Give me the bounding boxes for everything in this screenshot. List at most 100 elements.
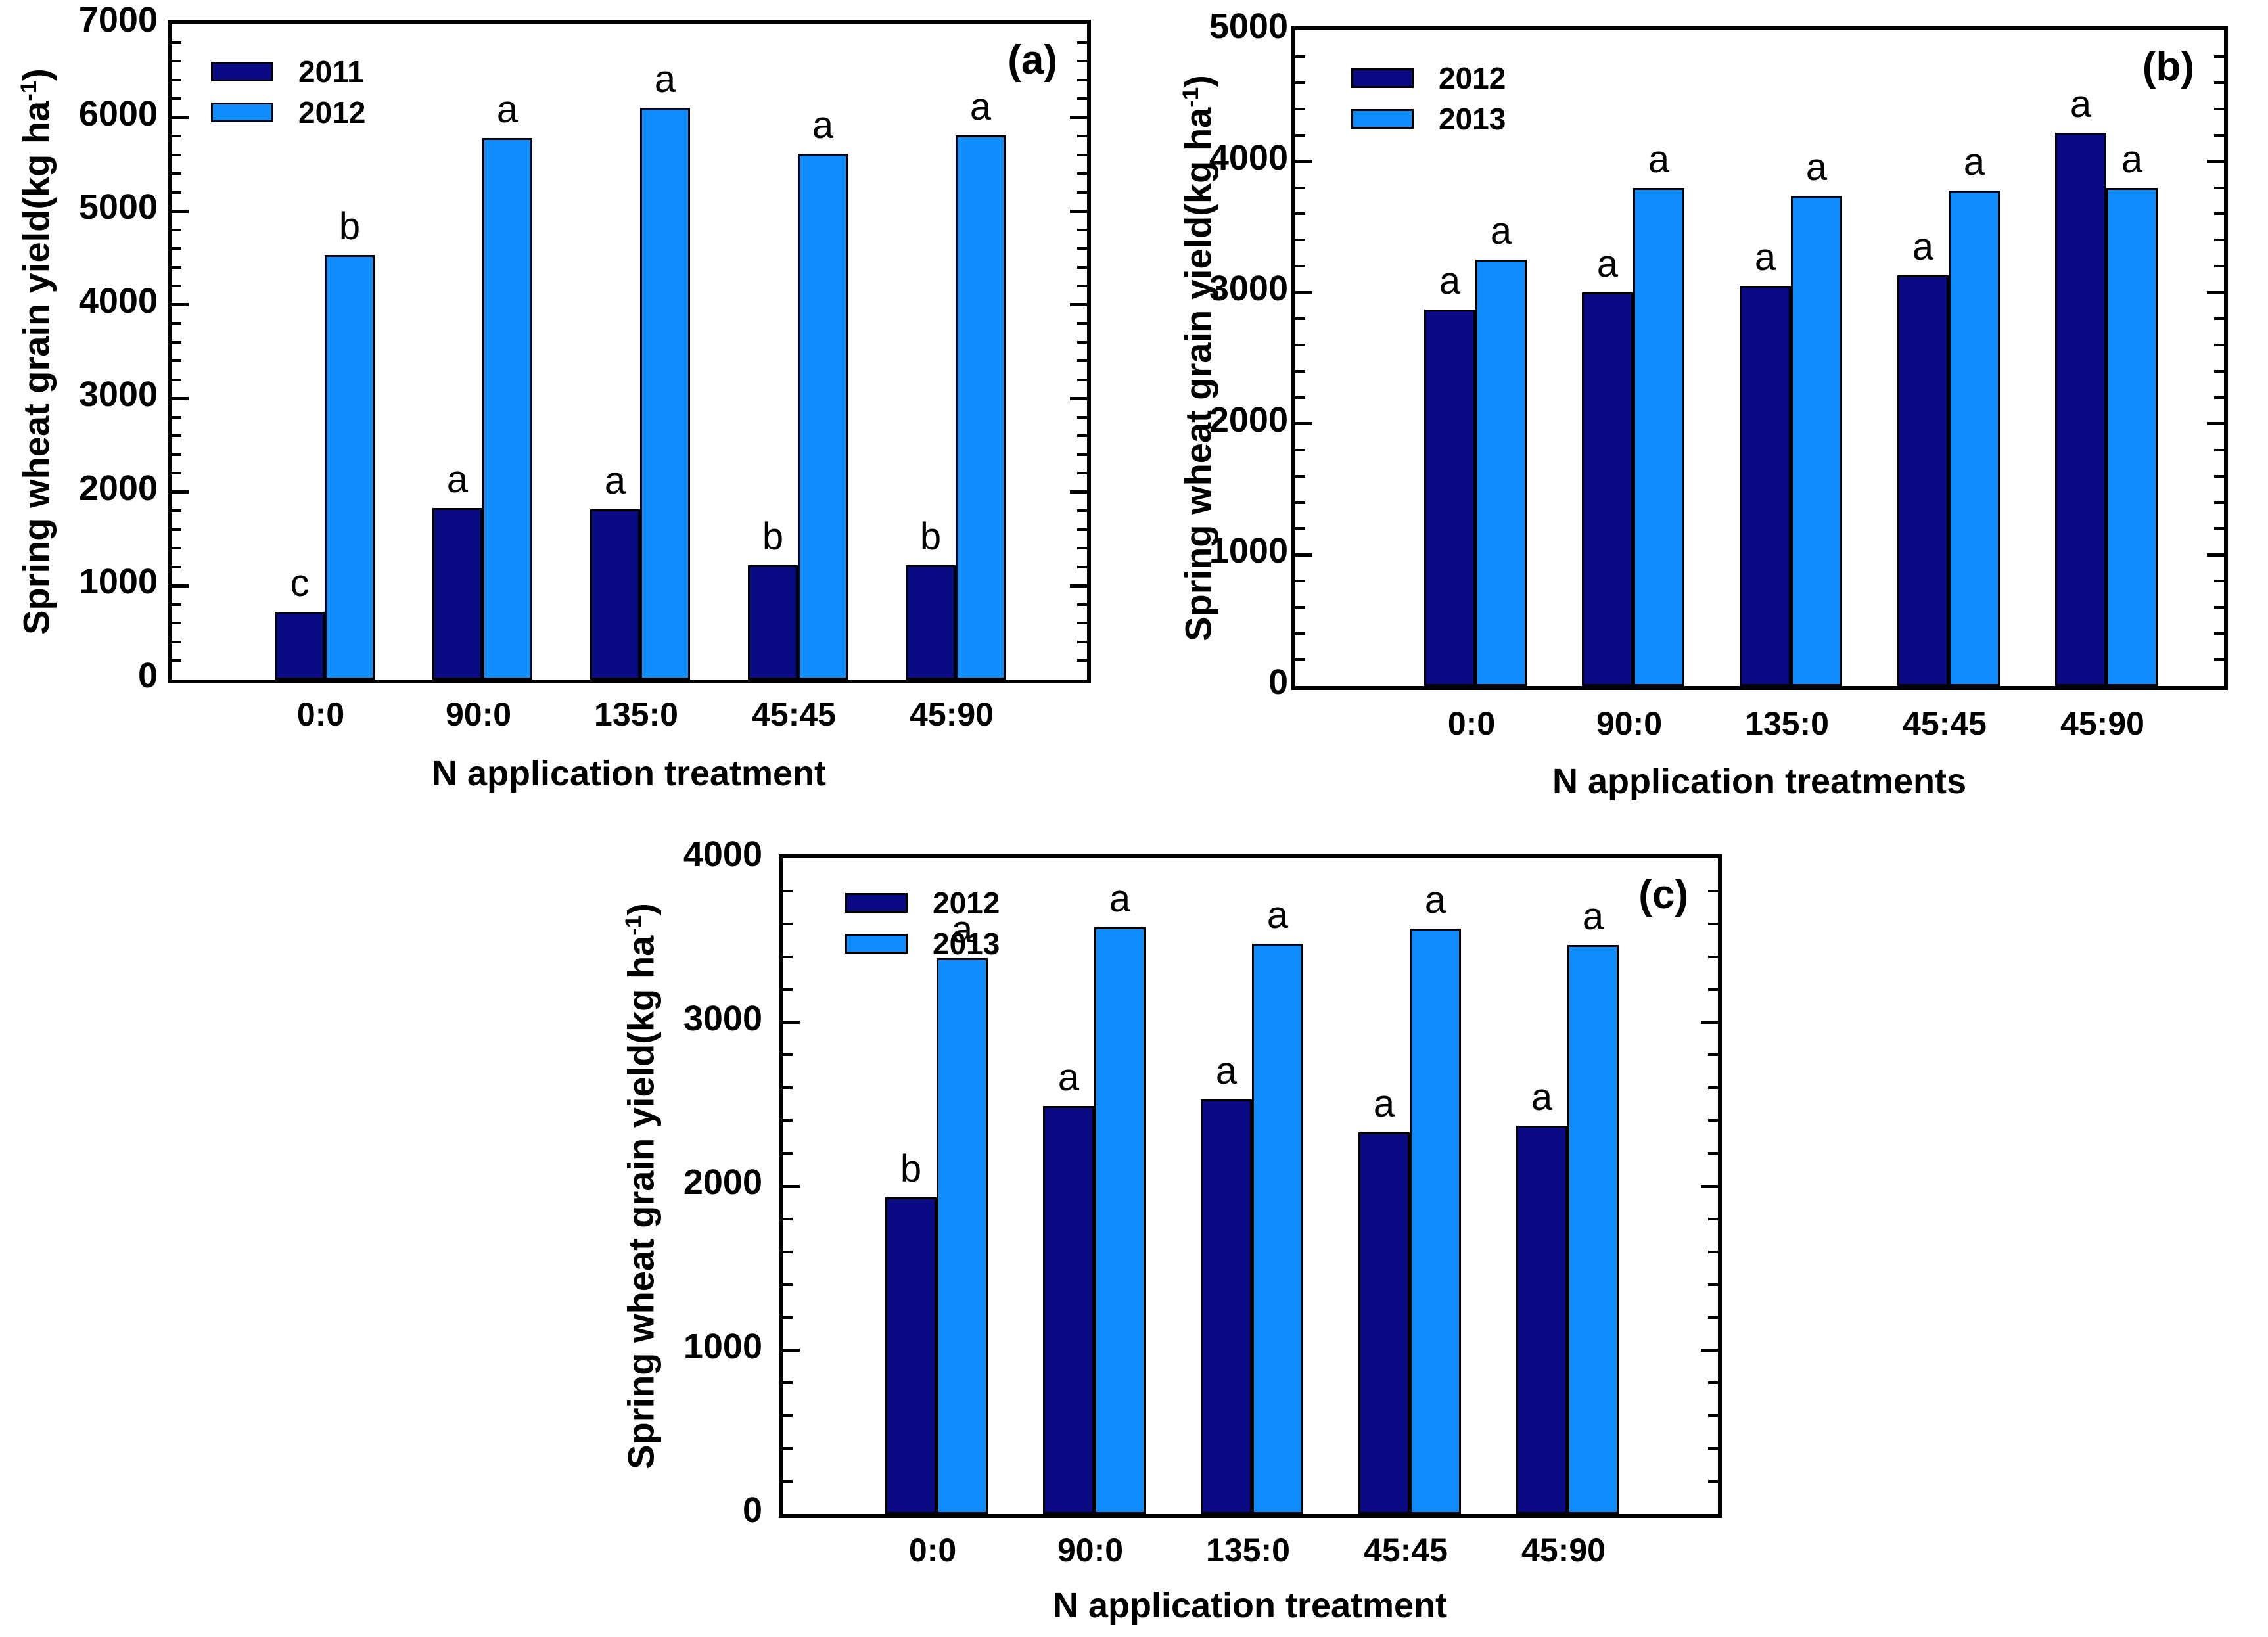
major-tick (172, 303, 189, 307)
minor-tick (783, 1316, 793, 1319)
x-axis-title: N application treatment (1052, 1586, 1448, 1625)
minor-tick (1295, 212, 1305, 216)
minor-tick (2214, 448, 2224, 451)
minor-tick (783, 922, 793, 925)
minor-tick (783, 955, 793, 958)
minor-tick (1295, 501, 1305, 504)
significance-letter: a (951, 908, 973, 952)
major-tick (1701, 1021, 1718, 1024)
major-tick (1070, 303, 1087, 307)
legend-row: 2012 (211, 97, 365, 127)
legend-label: 2011 (298, 55, 364, 89)
x-tick-label: 135:0 (594, 696, 678, 733)
x-tick-label: 135:0 (1745, 705, 1829, 742)
y-axis-title-text: Spring wheat grain yield(kg ha (15, 101, 57, 635)
major-tick (172, 490, 189, 494)
minor-tick (2214, 107, 2224, 110)
bar-2013-45:45 (1949, 190, 2000, 686)
minor-tick (2214, 55, 2224, 58)
major-tick (1070, 490, 1087, 494)
y-tick-label: 1000 (78, 562, 158, 602)
minor-tick (1708, 1250, 1718, 1253)
y-axis-title-superscript: -1 (620, 915, 646, 936)
minor-tick (1077, 135, 1087, 138)
minor-tick (1295, 658, 1305, 662)
minor-tick (1077, 97, 1087, 101)
bar-2012-45:90 (1516, 1125, 1567, 1514)
bar-2012-135:0 (1201, 1099, 1252, 1514)
minor-tick (1295, 474, 1305, 478)
minor-tick (1295, 632, 1305, 635)
major-tick (1295, 553, 1312, 557)
minor-tick (172, 247, 181, 250)
y-tick-label: 1000 (1209, 531, 1288, 571)
minor-tick (1295, 186, 1305, 189)
significance-letter: a (1963, 140, 1985, 183)
major-tick (172, 396, 189, 400)
y-tick-label: 0 (137, 656, 158, 695)
y-axis-title-text: Spring wheat grain yield(kg ha (620, 935, 662, 1469)
x-tick-label: 90:0 (445, 696, 512, 733)
major-tick (1295, 290, 1312, 294)
significance-letter: a (1805, 145, 1828, 189)
bar-2013-45:45 (1410, 929, 1461, 1514)
minor-tick (783, 1381, 793, 1385)
major-tick (2207, 290, 2224, 294)
minor-tick (1708, 1283, 1718, 1286)
significance-letter: a (1648, 137, 1670, 181)
minor-tick (1708, 1053, 1718, 1057)
minor-tick (1077, 659, 1087, 662)
significance-letter: a (1266, 893, 1289, 936)
legend-label: 2012 (933, 886, 1000, 920)
minor-tick (1077, 415, 1087, 419)
minor-tick (1077, 565, 1087, 568)
bar-2012-135:0 (1740, 286, 1791, 686)
minor-tick (1295, 133, 1305, 137)
minor-tick (1077, 472, 1087, 475)
significance-letter: a (1424, 879, 1446, 922)
minor-tick (172, 153, 181, 156)
bar-2013-135:0 (1791, 195, 1842, 686)
minor-tick (1295, 317, 1305, 321)
minor-tick (172, 453, 181, 456)
legend: 2012 2013 (1351, 63, 1506, 134)
minor-tick (783, 1217, 793, 1220)
x-tick-label: 0:0 (296, 696, 345, 733)
y-tick-label: 6000 (78, 93, 158, 133)
major-tick (783, 1184, 800, 1188)
minor-tick (2214, 265, 2224, 268)
major-tick (2207, 422, 2224, 426)
minor-tick (172, 547, 181, 550)
minor-tick (172, 322, 181, 325)
y-tick-label: 0 (1268, 662, 1288, 702)
legend-label: 2013 (933, 927, 1000, 961)
x-tick-label: 45:45 (752, 696, 836, 733)
minor-tick (172, 659, 181, 662)
minor-tick (172, 135, 181, 138)
significance-letter: b (762, 515, 784, 559)
minor-tick (1295, 107, 1305, 110)
bar-2012-0:0 (1424, 310, 1475, 686)
bar-2012-45:45 (1358, 1132, 1410, 1514)
minor-tick (1708, 1316, 1718, 1319)
y-tick-label: 0 (742, 1490, 762, 1530)
minor-tick (172, 509, 181, 513)
minor-tick (2214, 606, 2224, 609)
y-tick-label: 2000 (78, 468, 158, 508)
major-tick (783, 1021, 800, 1024)
major-tick (2207, 160, 2224, 164)
minor-tick (2214, 369, 2224, 373)
minor-tick (783, 1086, 793, 1090)
major-tick (2207, 553, 2224, 557)
y-axis-title: Spring wheat grain yield(kg ha-1) (620, 903, 662, 1469)
minor-tick (172, 228, 181, 231)
legend-row: 2012 (845, 888, 1000, 918)
minor-tick (2214, 396, 2224, 399)
x-tick-label: 45:45 (1364, 1532, 1448, 1569)
major-tick (1295, 422, 1312, 426)
y-axis-tick-labels: 0 1000 2000 3000 4000 5000 (1176, 9, 1288, 700)
y-tick-label: 5000 (78, 187, 158, 227)
x-tick-label: 90:0 (1596, 705, 1663, 742)
major-tick (1070, 116, 1087, 120)
minor-tick (1295, 55, 1305, 58)
